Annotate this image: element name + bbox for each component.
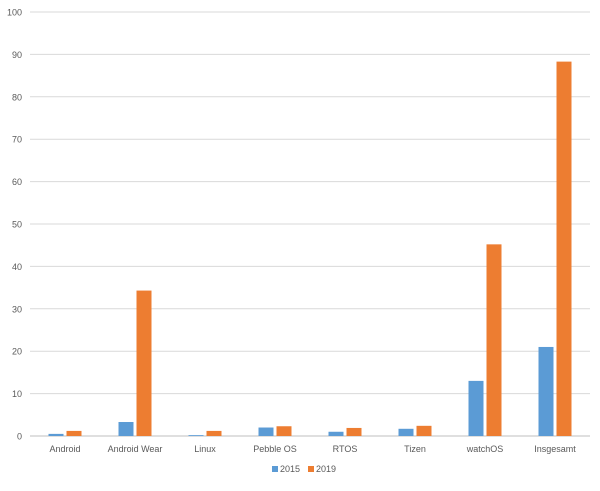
bar-2019-watchos bbox=[486, 244, 502, 436]
x-tick-label: Android bbox=[49, 444, 80, 454]
y-tick-label: 80 bbox=[12, 92, 22, 102]
y-tick-label: 70 bbox=[12, 135, 22, 145]
legend-swatch-2015 bbox=[272, 466, 278, 472]
gridlines bbox=[30, 11, 590, 437]
bar-2019-pebble-os bbox=[276, 426, 292, 436]
bar-2019-linux bbox=[206, 430, 222, 436]
y-tick-label: 0 bbox=[17, 432, 22, 442]
y-tick-label: 100 bbox=[7, 8, 22, 18]
bar-2015-pebble-os bbox=[258, 427, 274, 436]
x-tick-label: watchOS bbox=[466, 444, 504, 454]
bar-2015-android-wear bbox=[118, 422, 134, 436]
x-axis-tick-labels: Android Android Wear Linux Pebble OS RTOS Tiz… bbox=[49, 444, 576, 454]
y-tick-label: 40 bbox=[12, 262, 22, 272]
y-axis-tick-labels: 0 10 20 30 40 50 60 70 80 90 100 bbox=[7, 8, 22, 442]
bar-2015-watchos bbox=[468, 380, 484, 436]
x-tick-label: RTOS bbox=[333, 444, 358, 454]
y-tick-label: 10 bbox=[12, 389, 22, 399]
bars bbox=[48, 61, 572, 436]
y-tick-label: 20 bbox=[12, 347, 22, 357]
x-tick-label: Linux bbox=[194, 444, 216, 454]
x-tick-label: Insgesamt bbox=[534, 444, 576, 454]
x-tick-label: Tizen bbox=[404, 444, 426, 454]
y-tick-label: 30 bbox=[12, 304, 22, 314]
bar-2015-android bbox=[48, 433, 64, 436]
bar-2015-insgesamt bbox=[538, 346, 554, 436]
legend-swatch-2019 bbox=[308, 466, 314, 472]
y-tick-label: 50 bbox=[12, 220, 22, 230]
bar-2015-rtos bbox=[328, 431, 344, 436]
x-tick-label: Android Wear bbox=[108, 444, 163, 454]
bar-2019-android-wear bbox=[136, 290, 152, 436]
y-tick-label: 60 bbox=[12, 177, 22, 187]
x-tick-label: Pebble OS bbox=[253, 444, 297, 454]
bar-2019-rtos bbox=[346, 427, 362, 436]
bar-2019-android bbox=[66, 430, 82, 436]
legend: 2015 2019 bbox=[272, 464, 336, 474]
legend-label-2019: 2019 bbox=[316, 464, 336, 474]
bar-2015-tizen bbox=[398, 428, 414, 436]
bar-2015-linux bbox=[188, 435, 204, 436]
legend-label-2015: 2015 bbox=[280, 464, 300, 474]
bar-2019-tizen bbox=[416, 425, 432, 436]
y-tick-label: 90 bbox=[12, 50, 22, 60]
bar-2019-insgesamt bbox=[556, 61, 572, 436]
